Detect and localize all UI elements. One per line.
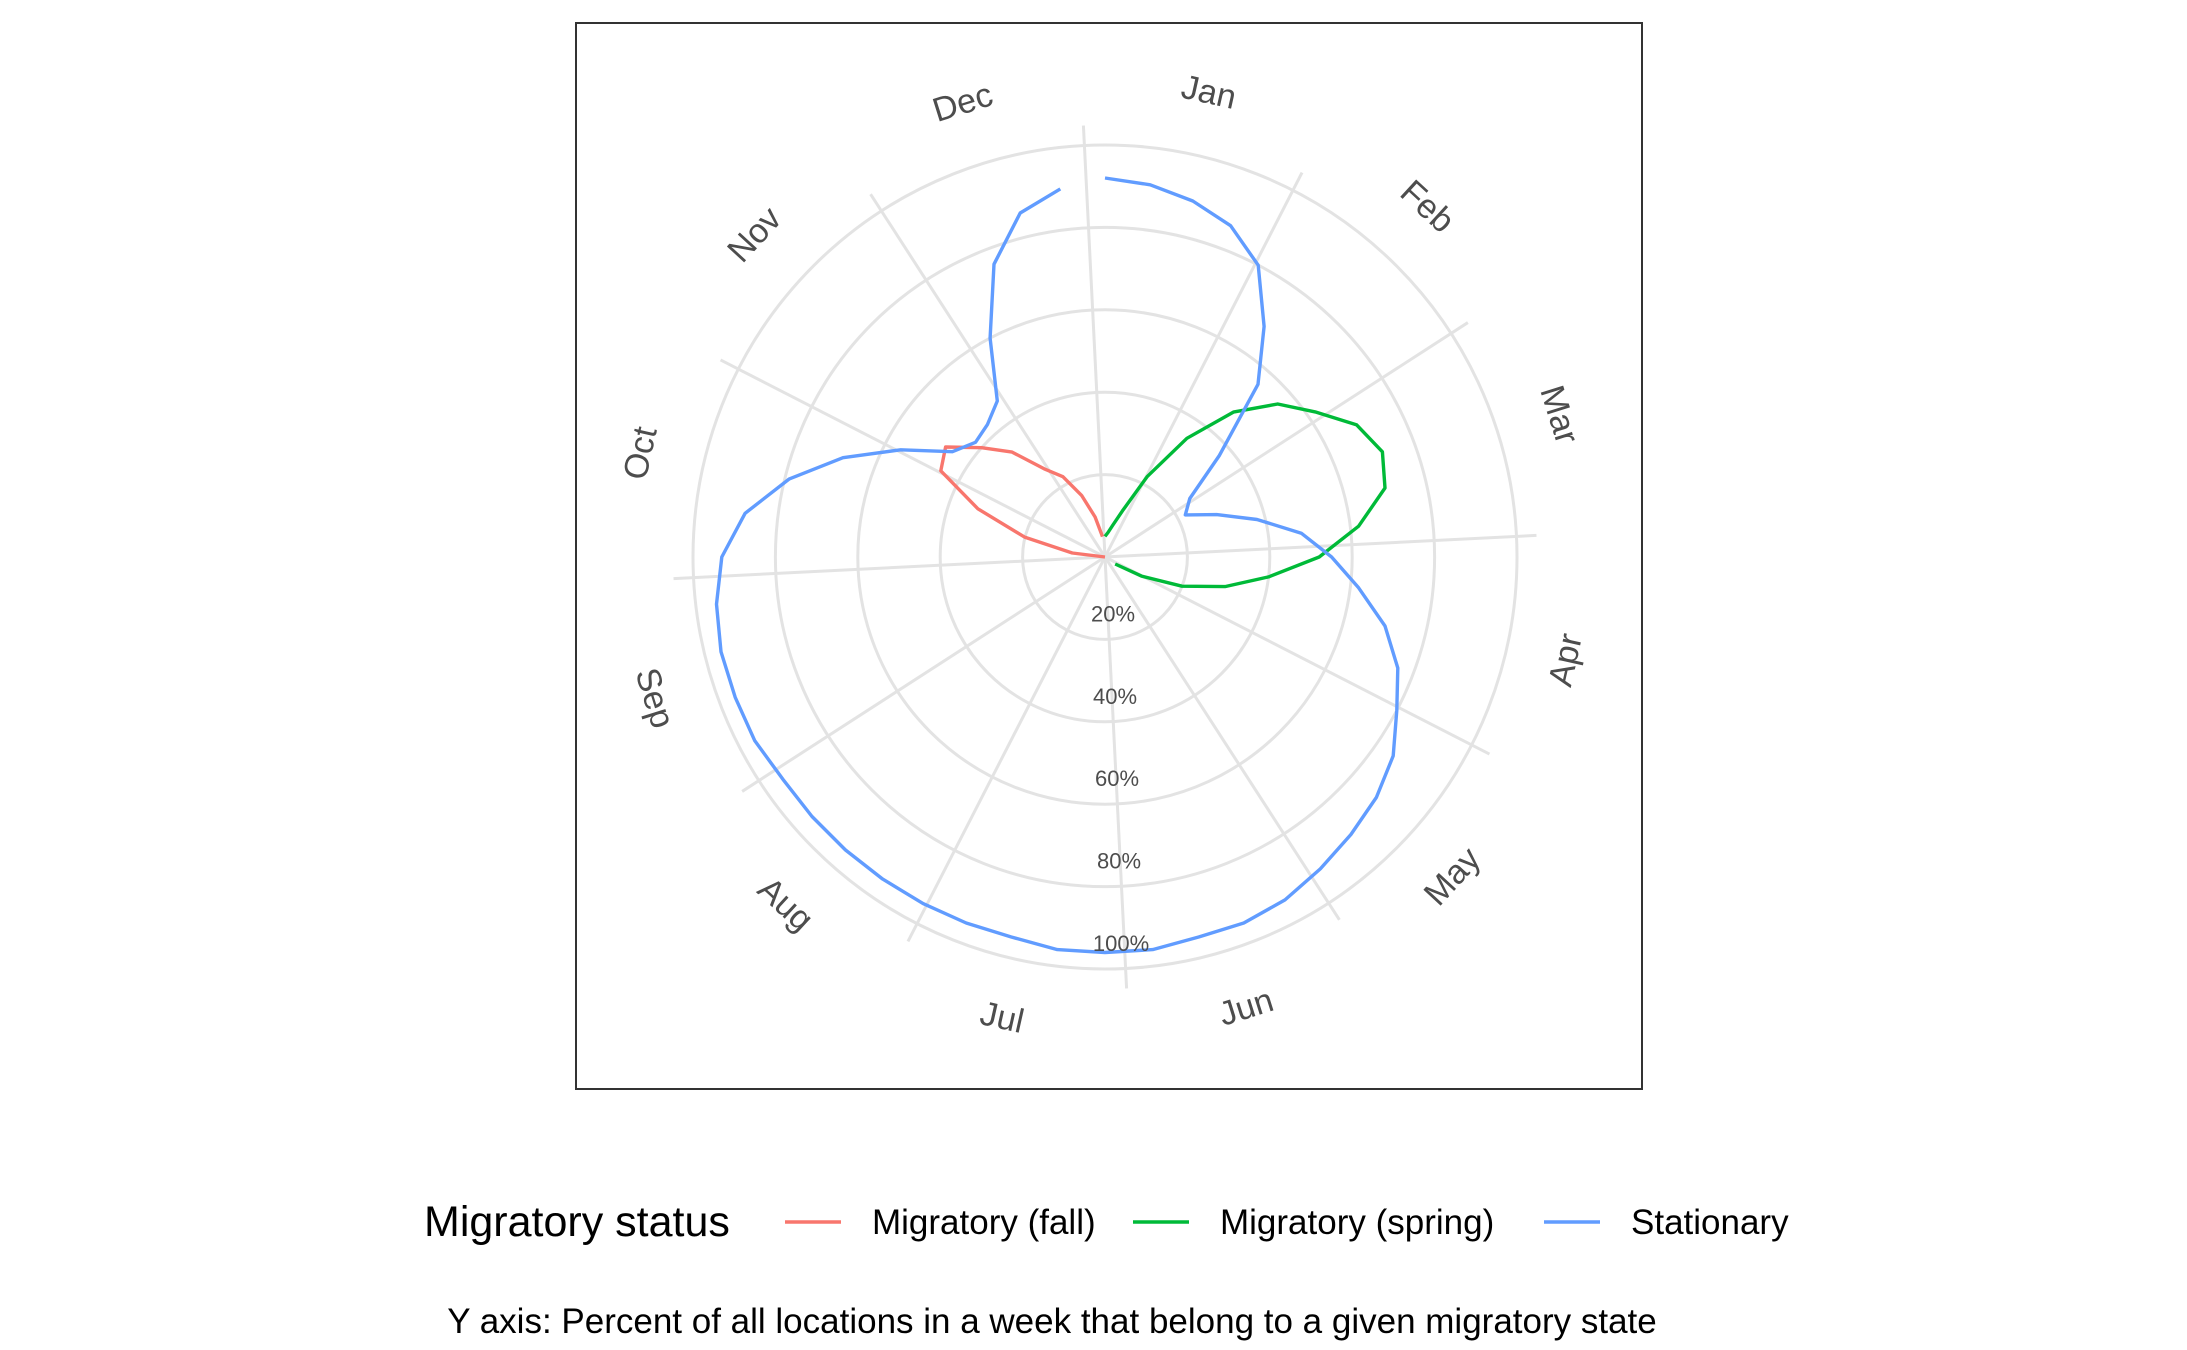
grid-ring-3 (856, 308, 1354, 806)
radial-tick-labels: 20% 40% 60% 80% 100% (1091, 601, 1149, 956)
grid-ring-1 (1021, 473, 1189, 641)
legend-items: Migratory (fall) Migratory (spring) Statio… (785, 1203, 1789, 1242)
series-line-migratory-fall (939, 445, 1106, 559)
grid-spoke-jan (1081, 125, 1107, 558)
legend: Migratory status Migratory (fall) Migrato… (424, 1198, 1789, 1246)
radial-tick-2: 40% (1093, 684, 1137, 709)
radial-tick-5: 100% (1093, 931, 1149, 956)
grid-spoke-aug (906, 556, 1107, 943)
grid-spoke-oct (673, 555, 1106, 581)
grid-spoke-jun (1103, 556, 1341, 921)
series-lines (714, 176, 1400, 955)
chart-caption: Y axis: Percent of all locations in a we… (447, 1302, 1656, 1341)
radial-tick-3: 60% (1095, 766, 1139, 791)
radial-tick-1: 20% (1091, 601, 1135, 626)
legend-label-3: Stationary (1631, 1203, 1789, 1242)
grid-spoke-dec (869, 193, 1107, 558)
grid-spoke-mar (1104, 321, 1469, 559)
month-label-jul: Jul (977, 994, 1028, 1041)
radial-tick-4: 80% (1097, 849, 1141, 874)
polar-grid (673, 125, 1537, 989)
grid-spoke-jul (1103, 556, 1129, 989)
grid-spoke-may (1104, 555, 1491, 756)
grid-ring-2 (938, 390, 1272, 724)
legend-label-1: Migratory (fall) (872, 1203, 1096, 1242)
grid-spoke-feb (1103, 171, 1304, 558)
series-line-stationary (714, 176, 1400, 955)
grid-spoke-sep (741, 555, 1106, 793)
legend-title: Migratory status (424, 1198, 730, 1246)
grid-spoke-apr (1104, 533, 1537, 559)
grid-ring-4 (773, 225, 1437, 889)
legend-label-2: Migratory (spring) (1220, 1203, 1494, 1242)
series-line-migratory-spring (1103, 402, 1387, 589)
grid-ring-5 (691, 143, 1519, 971)
grid-spoke-nov (719, 358, 1106, 559)
